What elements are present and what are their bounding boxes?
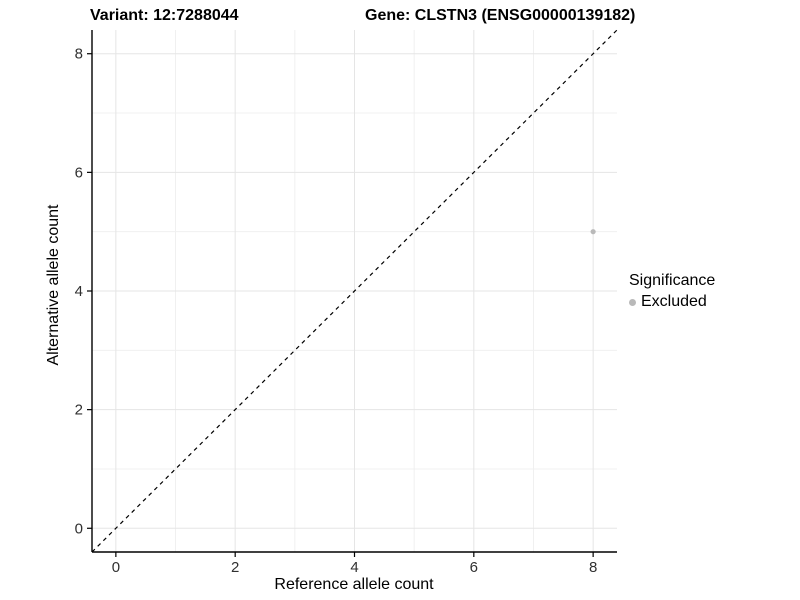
plot-title-variant: Variant: 12:7288044 (90, 7, 239, 24)
legend-point-icon (629, 298, 636, 306)
x-tick-label: 2 (231, 559, 239, 576)
x-axis-title: Reference allele count (274, 576, 434, 593)
identity-reference-line (91, 29, 618, 553)
y-tick-label: 6 (75, 164, 83, 181)
legend-entry-label: Excluded (641, 293, 707, 310)
y-axis-title: Alternative allele count (45, 204, 62, 366)
data-point (590, 229, 596, 235)
y-tick-label: 0 (75, 520, 83, 537)
x-tick-label: 6 (470, 559, 478, 576)
plot-title-gene: Gene: CLSTN3 (ENSG00000139182) (365, 7, 636, 24)
y-tick-label: 4 (75, 283, 83, 300)
y-tick-label: 2 (75, 402, 83, 419)
legend-entry-excluded: Excluded (629, 293, 715, 311)
x-tick-label: 8 (589, 559, 597, 576)
legend-title: Significance (629, 272, 716, 289)
x-tick-label: 4 (350, 559, 358, 576)
legend: Significance Excluded (629, 272, 715, 311)
x-tick-label: 0 (112, 559, 120, 576)
y-tick-label: 8 (75, 46, 83, 63)
